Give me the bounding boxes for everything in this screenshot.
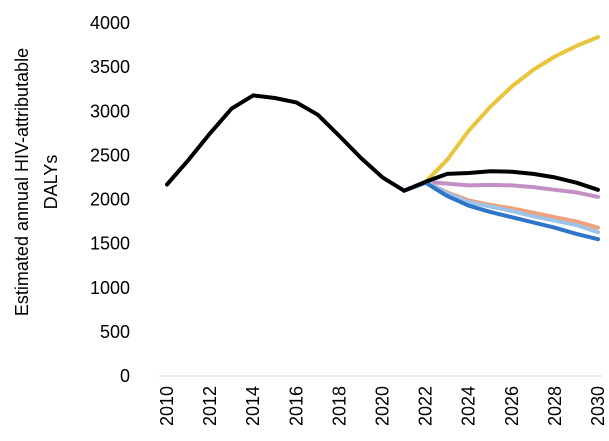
- y-axis-title-line: Estimated annual HIV-attributable: [12, 48, 32, 316]
- x-tick-label: 2024: [459, 386, 479, 426]
- x-tick-label: 2014: [243, 386, 263, 426]
- y-axis-title: Estimated annual HIV-attributable DALYs: [12, 48, 61, 316]
- x-tick-label: 2022: [416, 386, 436, 426]
- x-tick-label: 2016: [286, 386, 306, 426]
- y-axis-title-line: DALYs: [41, 155, 61, 210]
- y-tick-label: 3500: [90, 57, 130, 77]
- x-tick-label: 2030: [588, 386, 608, 426]
- x-axis-tick-labels: 2010 2012 2014 2016 2018 2020 2022 2024 2026 2028…: [157, 386, 608, 426]
- x-tick-label: 2028: [545, 386, 565, 426]
- series-lines: [165, 35, 600, 242]
- y-tick-label: 4000: [90, 13, 130, 33]
- series-line-1: [402, 179, 600, 199]
- series-line-5: [165, 93, 600, 193]
- x-tick-label: 2010: [157, 386, 177, 426]
- series-line-4: [402, 180, 600, 242]
- y-tick-label: 3000: [90, 101, 130, 121]
- y-tick-label: 2000: [90, 190, 130, 210]
- y-axis-tick-labels: 0 500 1000 1500 2000 2500 3000 3500 4000: [90, 13, 130, 386]
- y-tick-label: 2500: [90, 145, 130, 165]
- x-tick-label: 2012: [200, 386, 220, 426]
- x-tick-label: 2020: [373, 386, 393, 426]
- y-tick-label: 0: [120, 366, 130, 386]
- x-tick-label: 2026: [502, 386, 522, 426]
- y-tick-label: 500: [100, 322, 130, 342]
- x-tick-label: 2018: [329, 386, 349, 426]
- y-tick-label: 1500: [90, 234, 130, 254]
- y-tick-label: 1000: [90, 278, 130, 298]
- series-line-0: [402, 35, 600, 193]
